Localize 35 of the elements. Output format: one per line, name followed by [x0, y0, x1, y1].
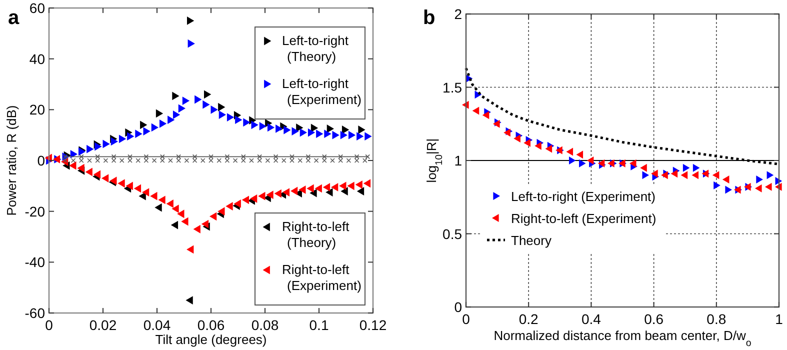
y-tick-label: 0.5 [442, 226, 462, 242]
y-tick-label: 2 [454, 6, 462, 22]
legend-label: Right-to-left (Theory) [282, 219, 350, 250]
y-tick-label: 1.5 [442, 79, 462, 96]
chart-title: a [8, 7, 20, 29]
legend-label: Left-to-right (Theory) [282, 33, 349, 64]
x-tick-label: 0.1 [309, 317, 329, 333]
x-tick-label: 0.02 [89, 317, 117, 333]
chart-title: b [423, 7, 436, 29]
y-tick-label: 60 [29, 0, 46, 16]
x-tick-label: 0.8 [706, 311, 726, 327]
y-tick-label: 0 [37, 152, 46, 168]
x-tick-label: 0.08 [251, 317, 279, 333]
legend-label: Left-to-right (Experiment) [282, 76, 362, 107]
legend-label: Right-to-left (Experiment) [282, 262, 362, 293]
legend-label: Right-to-left (Experiment) [511, 211, 656, 226]
legend-label: Theory [511, 233, 552, 248]
x-tick-label: 0.2 [518, 311, 539, 327]
x-tick-label: 1 [775, 311, 784, 327]
x-tick-label: 0.04 [143, 317, 171, 333]
x-axis-title: Tilt angle (degrees) [155, 332, 267, 347]
y-tick-label: 20 [29, 102, 46, 118]
y-tick-label: -20 [24, 203, 46, 220]
y-tick-label: 1 [454, 152, 462, 168]
legend-label: Left-to-right (Experiment) [511, 189, 656, 204]
y-tick-label: 0 [454, 299, 462, 315]
y-tick-label: -40 [24, 254, 46, 270]
x-tick-label: 0.4 [581, 311, 602, 327]
y-axis-title: Power ratio, R (dB) [4, 105, 19, 216]
x-tick-label: 0.12 [359, 317, 387, 333]
y-tick-label: 40 [29, 50, 46, 67]
y-tick-label: -60 [24, 305, 46, 321]
x-tick-label: 0.06 [197, 317, 225, 333]
x-axis-title: Normalized distance from beam center, D/w$_{o}$ [494, 328, 752, 348]
x-tick-label: 0.6 [644, 311, 664, 327]
